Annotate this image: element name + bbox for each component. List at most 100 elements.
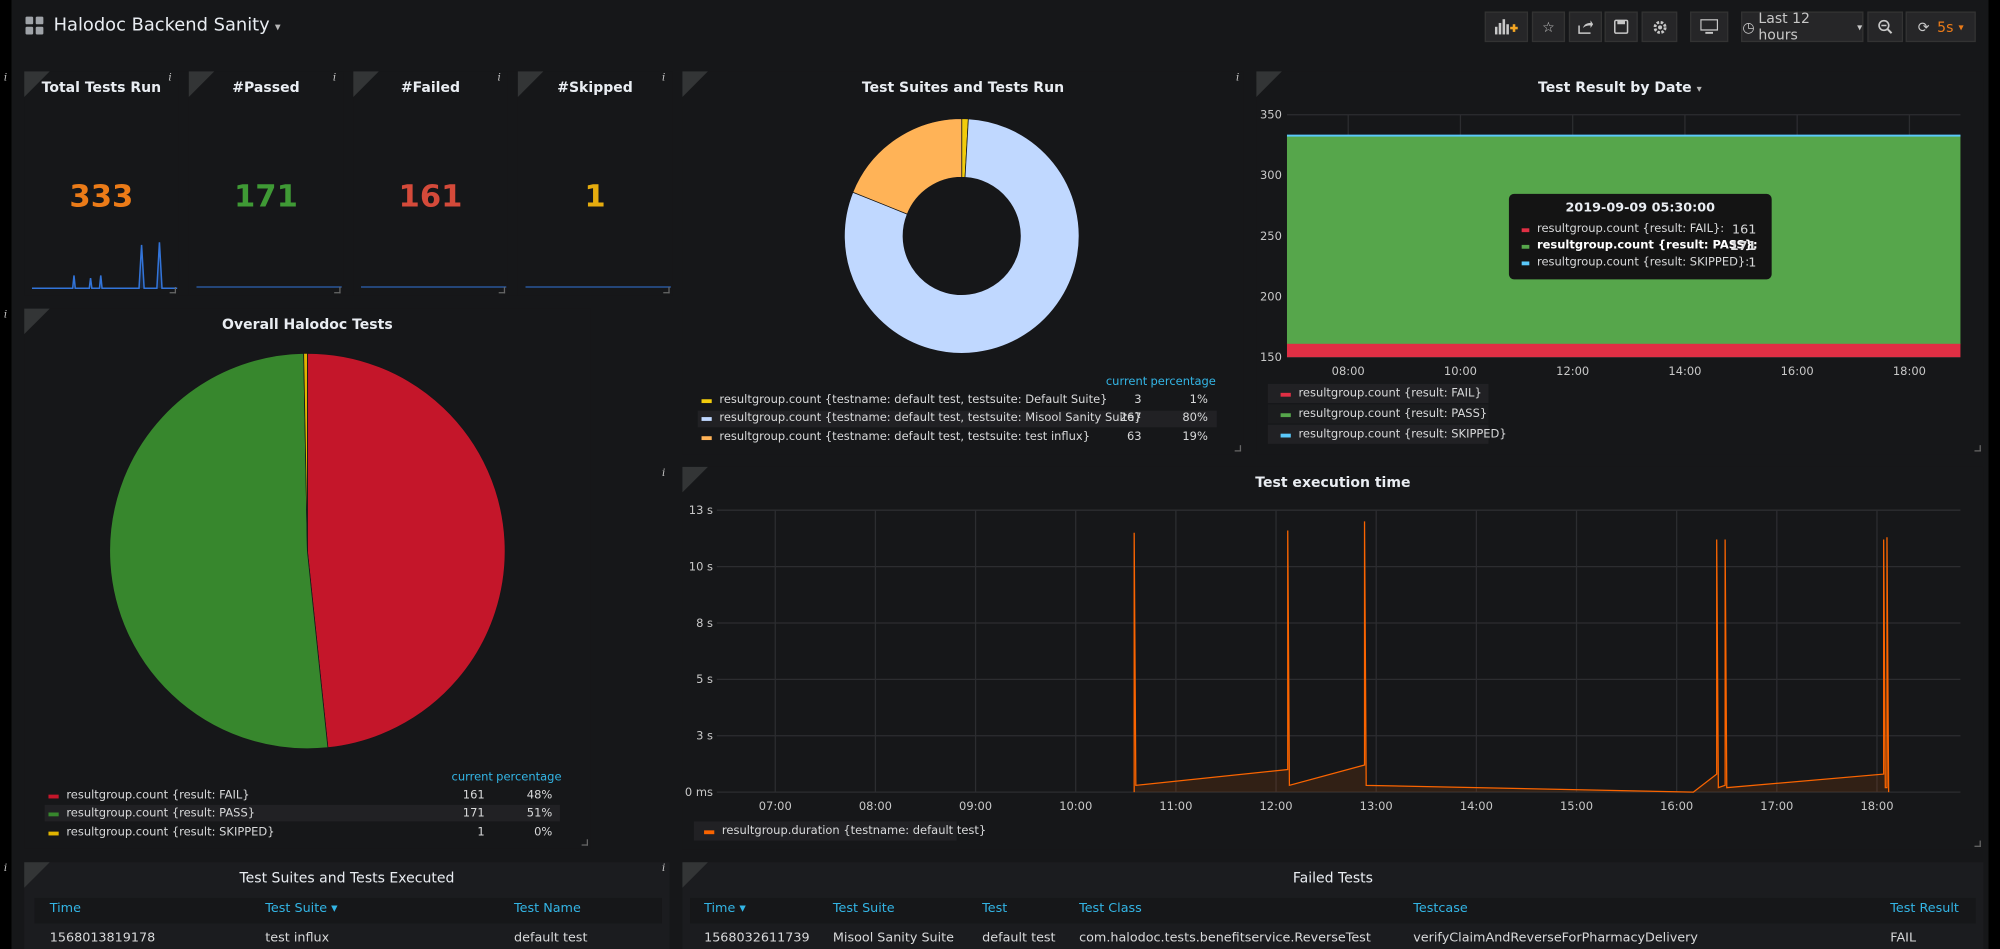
column-header-test-name[interactable]: Test Name xyxy=(514,901,581,916)
share-button[interactable] xyxy=(1568,11,1603,43)
panel-info-corner[interactable]: i xyxy=(662,862,708,888)
table-cell: default test xyxy=(982,931,1056,946)
add-panel-button[interactable] xyxy=(1484,11,1529,43)
star-button[interactable]: ☆ xyxy=(1531,11,1566,43)
panel-info-corner[interactable]: i xyxy=(4,71,50,97)
panel-info-corner[interactable]: i xyxy=(333,71,379,97)
failed-table-panel: i Failed Tests Time ▾ Test Suite Test Te… xyxy=(662,862,1984,949)
column-header-testcase[interactable]: Testcase xyxy=(1413,901,1468,916)
panel-resize-handle[interactable] xyxy=(498,286,506,294)
settings-button[interactable] xyxy=(1641,11,1678,43)
exec-time-line-chart[interactable]: 0 ms 3 s 5 s 8 s 10 s 13 s 07:00 08:00 09:00 10:0… xyxy=(682,467,1983,819)
caret-down-icon: ▾ xyxy=(1696,82,1702,95)
column-header-time[interactable]: Time xyxy=(49,901,81,916)
x-tick-label: 13:00 xyxy=(1360,799,1393,813)
pie-slice[interactable] xyxy=(307,352,506,749)
zoom-out-button[interactable] xyxy=(1867,11,1904,43)
legend-item[interactable]: resultgroup.count {result: FAIL} xyxy=(1280,388,1482,401)
stat-value-total: 333 xyxy=(69,178,134,215)
panel-title[interactable]: #Passed xyxy=(232,79,300,96)
pie-slice[interactable] xyxy=(109,352,329,750)
refresh-picker[interactable]: ⟳ 5s ▾ xyxy=(1905,11,1976,43)
pie-slice[interactable] xyxy=(843,118,1080,354)
legend-current: 1 xyxy=(477,826,485,840)
legend-percentage: 51% xyxy=(526,807,553,821)
overall-pie-panel: i Overall Halodoc Tests current percenta… xyxy=(4,308,591,849)
series-line[interactable] xyxy=(1133,521,1890,793)
panel-info-corner[interactable]: i xyxy=(1236,71,1282,97)
legend-item[interactable]: resultgroup.count {testname: default tes… xyxy=(701,431,1090,444)
donut-chart xyxy=(843,118,1080,354)
column-header-test-suite[interactable]: Test Suite xyxy=(832,901,895,916)
y-tick-label: 0 ms xyxy=(685,785,713,799)
x-tick-label: 14:00 xyxy=(1460,799,1493,813)
panel-title[interactable]: #Skipped xyxy=(557,79,633,96)
panel-title[interactable]: Total Tests Run xyxy=(41,79,162,96)
legend-col-percentage[interactable]: percentage xyxy=(496,771,562,785)
table-cell: 1568013819178 xyxy=(49,931,156,946)
panel-info-corner[interactable]: i xyxy=(497,71,544,97)
area-band[interactable] xyxy=(1286,343,1961,358)
panel-info-corner[interactable]: i xyxy=(4,308,50,335)
time-range-picker[interactable]: ◷ Last 12 hours ▾ xyxy=(1741,10,1864,43)
legend-item[interactable]: resultgroup.count {testname: default tes… xyxy=(701,394,1107,407)
panel-resize-handle[interactable] xyxy=(1974,840,1981,847)
panel-title[interactable]: Failed Tests xyxy=(1292,869,1373,887)
refresh-icon: ⟳ xyxy=(1917,18,1930,36)
panel-resize-handle[interactable] xyxy=(334,286,341,294)
sparkline-failed xyxy=(360,286,507,288)
panel-resize-handle[interactable] xyxy=(663,286,670,294)
panel-info-corner[interactable]: i xyxy=(662,71,708,97)
panel-title[interactable]: Overall Halodoc Tests xyxy=(222,316,393,333)
legend-item[interactable]: resultgroup.duration {testname: default … xyxy=(704,825,986,838)
column-header-test[interactable]: Test xyxy=(982,901,1008,916)
pie-slice[interactable] xyxy=(852,118,963,215)
stat-panel-skipped: i #Skipped 1 xyxy=(497,71,673,296)
panel-title[interactable]: Test Suites and Tests Executed xyxy=(239,869,455,887)
legend-item[interactable]: resultgroup.count {result: SKIPPED} xyxy=(1280,429,1507,441)
legend-item[interactable]: resultgroup.count {result: FAIL} xyxy=(48,790,250,802)
caret-down-icon: ▾ xyxy=(1857,21,1863,33)
pie-slice[interactable] xyxy=(303,352,308,552)
save-button[interactable] xyxy=(1604,11,1638,43)
panel-title[interactable]: #Failed xyxy=(400,79,461,96)
dashboards-grid-icon[interactable] xyxy=(25,16,44,35)
panel-title[interactable]: Test execution time xyxy=(1255,474,1411,492)
x-tick-label: 16:00 xyxy=(1781,364,1814,378)
panel-resize-handle[interactable] xyxy=(1974,445,1981,452)
panel-resize-handle[interactable] xyxy=(1234,445,1242,452)
panel-resize-handle[interactable] xyxy=(581,839,589,846)
legend-swatch xyxy=(48,793,59,798)
legend-col-current[interactable]: current xyxy=(451,771,493,785)
legend-col-percentage[interactable]: percentage xyxy=(1150,376,1216,390)
area-legend: resultgroup.count {result: FAIL} resultg… xyxy=(1267,383,1507,446)
panel-title[interactable]: Test Suites and Tests Run xyxy=(861,79,1065,96)
tooltip-value: 1 xyxy=(1748,256,1757,271)
dashboard-title-picker[interactable]: Halodoc Backend Sanity ▾ xyxy=(54,15,281,35)
legend-highlight xyxy=(697,410,1217,428)
legend-current: 161 xyxy=(462,789,485,803)
refresh-interval: 5s xyxy=(1937,18,1954,36)
panel-info-corner[interactable]: i xyxy=(662,466,708,493)
legend-item[interactable]: resultgroup.count {testname: default tes… xyxy=(701,412,1142,425)
add-panel-icon xyxy=(1494,19,1518,35)
y-tick-label: 250 xyxy=(1260,229,1282,243)
column-header-test-result[interactable]: Test Result xyxy=(1890,901,1959,916)
column-header-test-class[interactable]: Test Class xyxy=(1079,901,1142,916)
legend-item[interactable]: resultgroup.count {result: PASS} xyxy=(1280,408,1487,421)
legend-col-current[interactable]: current xyxy=(1105,376,1148,390)
column-header-test-suite[interactable]: Test Suite ▾ xyxy=(265,901,338,916)
legend-item[interactable]: resultgroup.count {result: PASS} xyxy=(48,807,255,820)
panel-resize-handle[interactable] xyxy=(169,286,177,294)
legend-percentage: 80% xyxy=(1182,411,1208,425)
panel-info-corner[interactable]: i xyxy=(168,71,215,97)
y-tick-label: 150 xyxy=(1260,350,1282,364)
legend-swatch xyxy=(48,811,59,816)
tv-mode-button[interactable] xyxy=(1690,11,1729,43)
column-header-time[interactable]: Time ▾ xyxy=(704,901,746,916)
table-cell: com.halodoc.tests.benefitservice.Reverse… xyxy=(1079,931,1371,946)
panel-title[interactable]: Test Result by Date ▾ xyxy=(1538,79,1702,96)
legend-item[interactable]: resultgroup.count {result: SKIPPED} xyxy=(48,827,275,839)
panel-info-corner[interactable]: i xyxy=(4,862,50,888)
